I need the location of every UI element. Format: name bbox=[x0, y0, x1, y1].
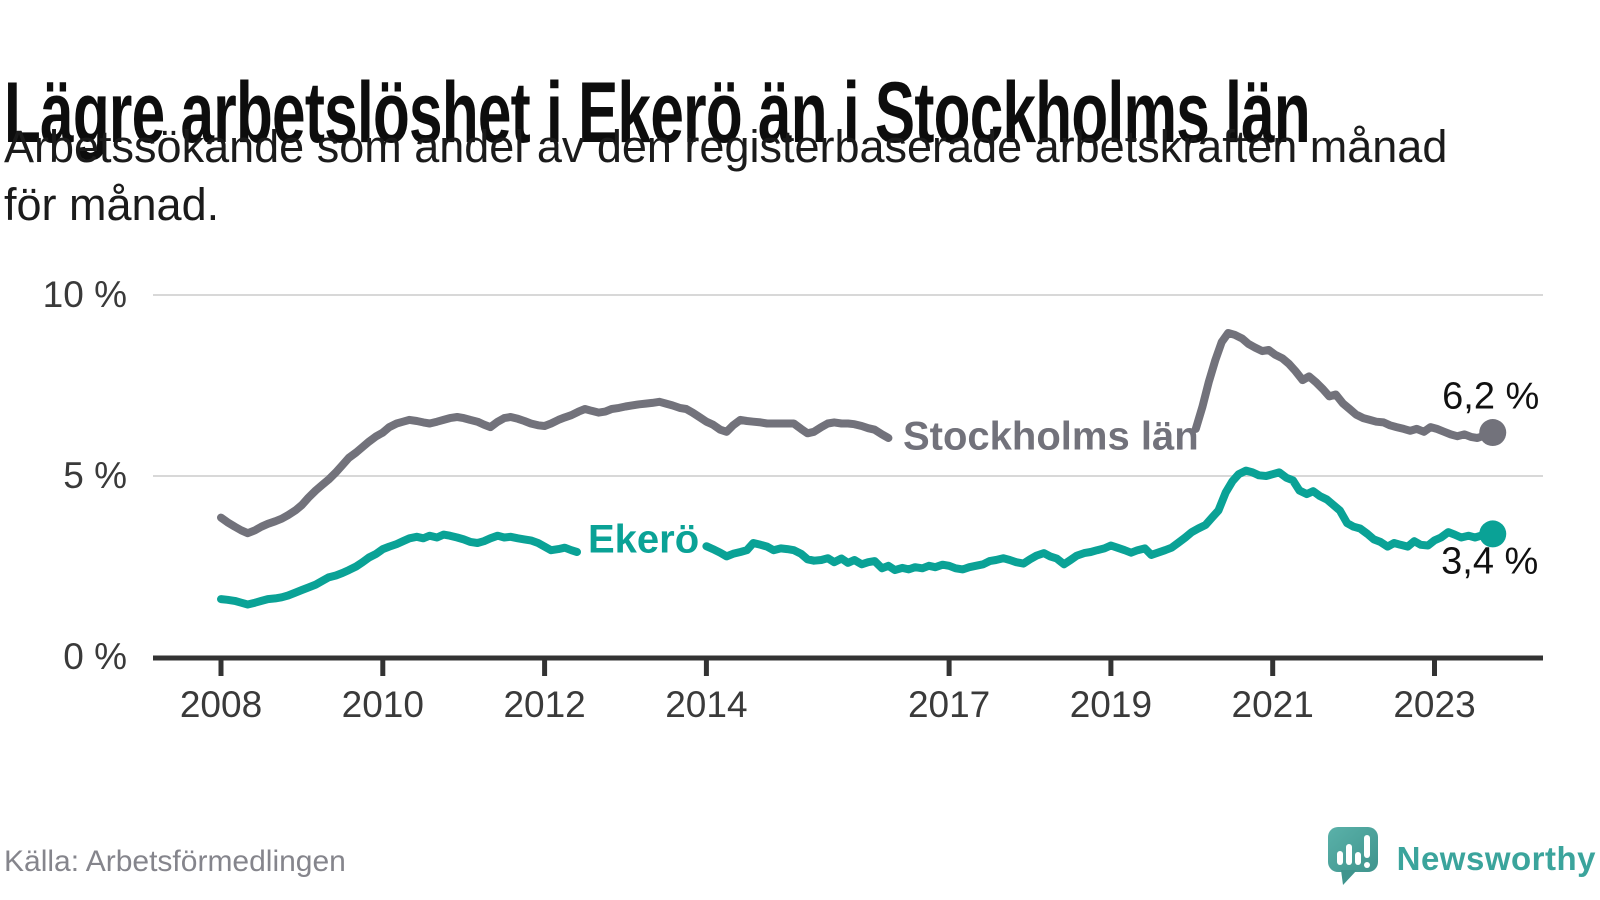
series-line-1-stockholms-l-n bbox=[217, 397, 893, 538]
page-title: Lägre arbetslöshet i Ekerö än i Stockhol… bbox=[4, 64, 1311, 161]
source-note: Källa: Arbetsförmedlingen bbox=[4, 845, 346, 878]
newsworthy-bubble-chart-icon bbox=[1327, 827, 1378, 885]
subtitle-line-2: för månad. bbox=[4, 179, 220, 230]
chart-subtitle: Arbetssökande som andel av den registerb… bbox=[4, 118, 1447, 234]
series-line-1-eker- bbox=[217, 530, 581, 609]
series-line-2-stockholms-l-n bbox=[1191, 329, 1497, 442]
end-dot-eker- bbox=[1479, 520, 1507, 548]
newsworthy-logo: Newsworthy bbox=[1327, 826, 1600, 886]
subtitle-line-1: Arbetssökande som andel av den registerb… bbox=[4, 121, 1448, 172]
series-line-2-eker- bbox=[702, 466, 1497, 575]
end-dot-stockholms-l-n bbox=[1479, 419, 1507, 447]
newsworthy-wordmark: Newsworthy bbox=[1396, 840, 1596, 877]
